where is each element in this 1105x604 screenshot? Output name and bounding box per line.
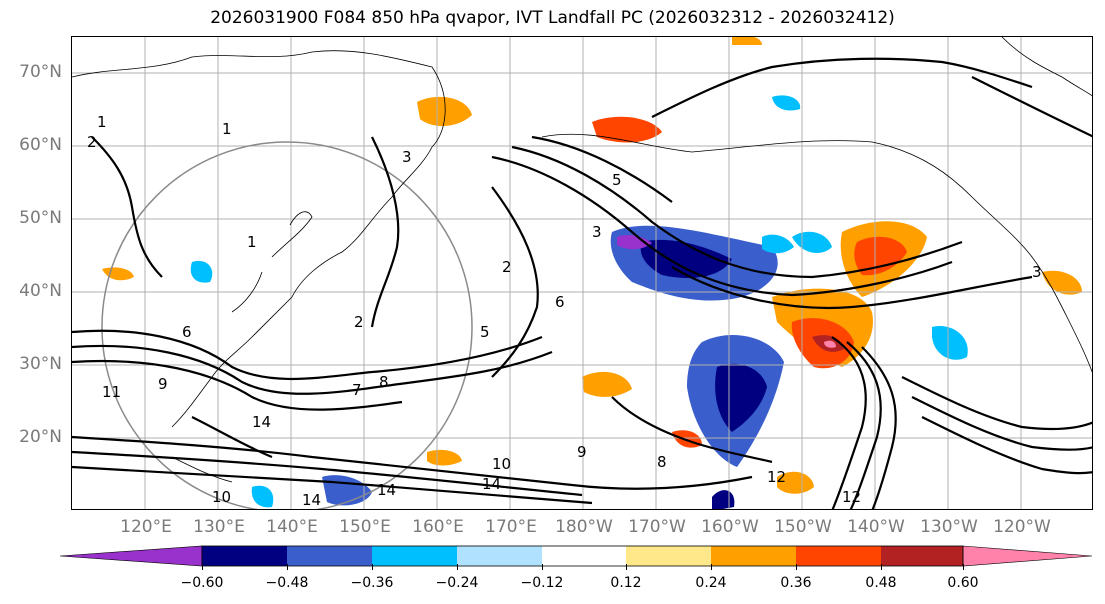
contour-label: 14 xyxy=(377,481,396,499)
colorbar-bin xyxy=(287,546,372,566)
lon-label: 120°W xyxy=(993,517,1051,537)
lon-label: 160°W xyxy=(701,517,759,537)
strong-positive-anomaly-fill xyxy=(854,236,907,276)
strong-negative-anomaly-fill xyxy=(640,239,732,279)
contour-label: 2 xyxy=(502,258,512,276)
contour-label: 9 xyxy=(158,375,168,393)
colorbar-tick-label: −0.48 xyxy=(265,575,309,591)
negative-anomaly-fill xyxy=(190,260,213,283)
colorbar-tick-label: 0.36 xyxy=(780,575,812,591)
positive-anomaly-fill xyxy=(732,37,762,45)
negative-anomaly-fill xyxy=(792,231,832,253)
contour-label: 11 xyxy=(102,383,121,401)
contour-label: 1 xyxy=(222,120,232,138)
negative-anomaly-fill xyxy=(772,95,801,111)
lon-label: 130°W xyxy=(920,517,978,537)
contour-label: 14 xyxy=(302,491,321,509)
lon-label: 160°E xyxy=(412,517,464,537)
positive-anomaly-fill xyxy=(102,267,134,281)
lat-label: 30°N xyxy=(19,354,62,374)
map-panel: 1 1 1 2 2 2 3 3 3 5 5 6 6 7 8 8 9 9 10 1… xyxy=(71,36,1093,510)
contour-label: 14 xyxy=(252,413,271,431)
colorbar-tick-label: −0.60 xyxy=(180,575,224,591)
colorbar-bin xyxy=(796,546,881,566)
anomaly-fill-layer xyxy=(102,37,1082,509)
colorbar-bin xyxy=(711,546,796,566)
positive-anomaly-fill xyxy=(777,471,814,494)
contour-label: 6 xyxy=(182,323,192,341)
contour-label: 3 xyxy=(1032,263,1042,281)
lon-label: 140°W xyxy=(847,517,905,537)
contour-label: 6 xyxy=(555,293,565,311)
lon-label: 150°E xyxy=(339,517,391,537)
map-svg: 1 1 1 2 2 2 3 3 3 5 5 6 6 7 8 8 9 9 10 1… xyxy=(72,37,1092,509)
lon-label: 170°W xyxy=(628,517,686,537)
colorbar-extend-left xyxy=(60,545,203,567)
contour-label: 2 xyxy=(354,313,364,331)
contour-label: 1 xyxy=(247,233,257,251)
extreme-positive-anomaly-fill xyxy=(824,340,836,348)
contour-lines xyxy=(72,57,1092,509)
colorbar-bin xyxy=(457,546,542,566)
coastlines xyxy=(72,37,1092,483)
lat-label: 60°N xyxy=(19,135,62,155)
contour-label: 1 xyxy=(97,113,107,131)
lon-label: 150°W xyxy=(774,517,832,537)
contour-labels: 1 1 1 2 2 2 3 3 3 5 5 6 6 7 8 8 9 9 10 1… xyxy=(87,113,1042,509)
negative-anomaly-fill xyxy=(762,234,794,254)
contour-label: 3 xyxy=(592,223,602,241)
strong-negative-anomaly-fill xyxy=(712,490,735,509)
colorbar-tick-label: 0.12 xyxy=(610,575,642,591)
contour-label: 2 xyxy=(87,133,97,151)
negative-anomaly-fill xyxy=(251,485,274,508)
colorbar-bin xyxy=(542,546,626,566)
negative-anomaly-fill xyxy=(932,326,968,360)
lat-label: 50°N xyxy=(19,208,62,228)
colorbar-tick-label: 0.60 xyxy=(947,575,979,591)
lon-label: 130°E xyxy=(193,517,245,537)
strong-negative-anomaly-fill xyxy=(715,363,767,432)
contour-label: 8 xyxy=(657,453,667,471)
colorbar-bin xyxy=(202,546,287,566)
extreme-negative-anomaly-fill xyxy=(617,235,652,250)
colorbar-bin xyxy=(881,546,963,566)
lat-label: 70°N xyxy=(19,62,62,82)
colorbar-tick-label: −0.12 xyxy=(520,575,564,591)
colorbar-tick-label: −0.24 xyxy=(435,575,479,591)
lat-label: 20°N xyxy=(19,427,62,447)
plot-title: 2026031900 F084 850 hPa qvapor, IVT Land… xyxy=(210,8,895,28)
positive-anomaly-fill xyxy=(582,371,632,397)
contour-label: 8 xyxy=(379,373,389,391)
positive-anomaly-fill xyxy=(427,449,462,466)
graticule xyxy=(72,37,1092,509)
colorbar-tick-label: 0.24 xyxy=(695,575,727,591)
colorbar-bin xyxy=(372,546,457,566)
range-circle xyxy=(101,141,473,509)
lon-label: 120°E xyxy=(120,517,172,537)
contour-label: 10 xyxy=(212,488,231,506)
lat-label: 40°N xyxy=(19,281,62,301)
colorbar-extend-right xyxy=(962,545,1093,567)
contour-label: 14 xyxy=(482,475,501,493)
strong-positive-anomaly-fill xyxy=(672,430,702,448)
contour-label: 12 xyxy=(767,468,786,486)
contour-label: 5 xyxy=(612,171,622,189)
colorbar xyxy=(60,545,1093,567)
contour-label: 10 xyxy=(492,455,511,473)
lon-label: 180°W xyxy=(555,517,613,537)
contour-label: 5 xyxy=(480,323,490,341)
positive-anomaly-fill xyxy=(417,96,472,127)
contour-label: 9 xyxy=(577,443,587,461)
colorbar-bin xyxy=(626,546,711,566)
contour-label: 7 xyxy=(352,381,362,399)
colorbar-tick-label: 0.48 xyxy=(865,575,897,591)
contour-label: 12 xyxy=(842,488,861,506)
strong-positive-anomaly-fill xyxy=(592,116,662,143)
contour-label: 3 xyxy=(402,148,412,166)
colorbar-tick-label: −0.36 xyxy=(350,575,394,591)
lon-label: 140°E xyxy=(266,517,318,537)
positive-anomaly-fill xyxy=(1042,270,1082,295)
lon-label: 170°E xyxy=(485,517,537,537)
